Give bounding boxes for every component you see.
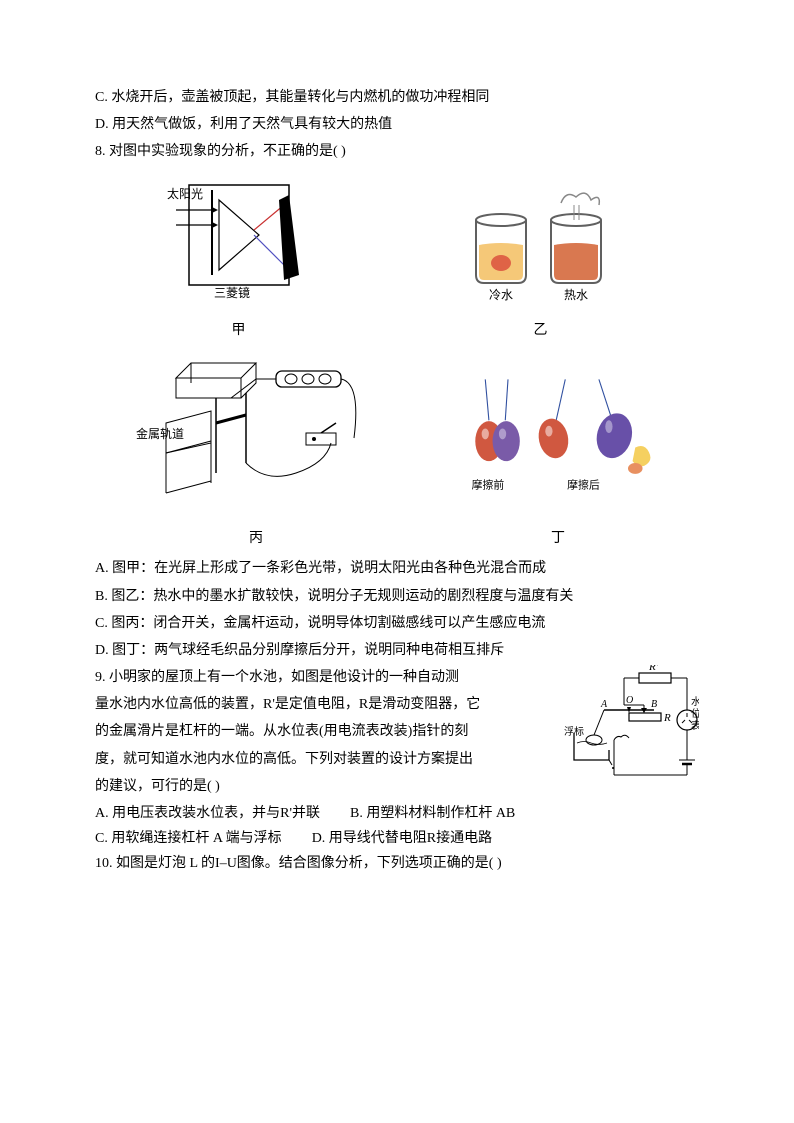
- rail-label: 金属轨道: [136, 426, 184, 441]
- q8-figure-jia: 太阳光 三菱镜 甲: [164, 175, 314, 343]
- q8-option-b: B. 图乙：热水中的墨水扩散较快，说明分子无规则运动的剧烈程度与温度有关: [95, 584, 699, 609]
- q8-figure-bing: 金属轨道 丙: [136, 353, 376, 551]
- R-label: R: [663, 712, 671, 724]
- q8-figure-yi: 冷水 热水 乙: [451, 185, 631, 343]
- meter-label2: 位: [691, 707, 699, 720]
- beaker-diagram: 冷水 热水: [451, 185, 631, 305]
- q8-figure-row-1: 太阳光 三菱镜 甲 冷水 热水 乙: [95, 175, 699, 343]
- q8-option-c: C. 图丙：闭合开关，金属杆运动，说明导体切割磁感线可以产生感应电流: [95, 611, 699, 636]
- meter-label3: 表: [691, 719, 699, 732]
- q8-option-d: D. 图丁：两气球经毛织品分别摩擦后分开，说明同种电荷相互排斥: [95, 638, 699, 663]
- q9-block: R' 水 位 表 R A O B 浮标 9. 小明家的: [95, 665, 699, 801]
- caption-bing: 丙: [136, 526, 376, 551]
- prism-diagram: 太阳光 三菱镜: [164, 175, 314, 305]
- meter-label1: 水: [691, 696, 699, 708]
- hot-label: 热水: [564, 288, 588, 302]
- q8-option-a: A. 图甲：在光屏上形成了一条彩色光带，说明太阳光由各种色光混合而成: [95, 556, 699, 581]
- cold-label: 冷水: [489, 288, 513, 302]
- q9-options-ab: A. 用电压表改装水位表，并与R'并联 B. 用塑料材料制作杠杆 AB: [95, 801, 699, 826]
- O-label: O: [626, 695, 633, 706]
- q9-option-c: C. 用软绳连接杠杆 A 端与浮标: [95, 826, 282, 851]
- q10-stem: 10. 如图是灯泡 L 的I–U图像。结合图像分析，下列选项正确的是( ): [95, 851, 699, 876]
- caption-yi: 乙: [451, 318, 631, 343]
- q9-option-d: D. 用导线代替电阻R接通电路: [312, 826, 492, 851]
- q9-options-cd: C. 用软绳连接杠杆 A 端与浮标 D. 用导线代替电阻R接通电路: [95, 826, 699, 851]
- caption-ding: 丁: [458, 526, 658, 551]
- q8-stem: 8. 对图中实验现象的分析，不正确的是( ): [95, 139, 699, 164]
- rail-diagram: 金属轨道: [136, 353, 376, 513]
- q9-option-b: B. 用塑料材料制作杠杆 AB: [350, 801, 515, 826]
- Rp-label: R': [648, 665, 659, 673]
- q8-figure-row-2: 金属轨道 丙 摩擦前 摩擦后 丁: [95, 353, 699, 551]
- balloon-diagram: 摩擦前 摩擦后: [458, 373, 658, 513]
- prism-label: 三菱镜: [214, 285, 250, 300]
- before-label: 摩擦前: [472, 477, 505, 491]
- caption-jia: 甲: [164, 318, 314, 343]
- q9-circuit: R' 水 位 表 R A O B 浮标: [559, 665, 699, 785]
- q7-option-d: D. 用天然气做饭，利用了天然气具有较大的热值: [95, 112, 699, 137]
- sun-label: 太阳光: [167, 186, 203, 201]
- B-label: B: [651, 699, 657, 710]
- A-label: A: [600, 699, 608, 710]
- q8-figure-ding: 摩擦前 摩擦后 丁: [458, 373, 658, 551]
- after-label: 摩擦后: [567, 477, 600, 491]
- q9-option-a: A. 用电压表改装水位表，并与R'并联: [95, 801, 320, 826]
- q7-option-c: C. 水烧开后，壶盖被顶起，其能量转化与内燃机的做功冲程相同: [95, 85, 699, 110]
